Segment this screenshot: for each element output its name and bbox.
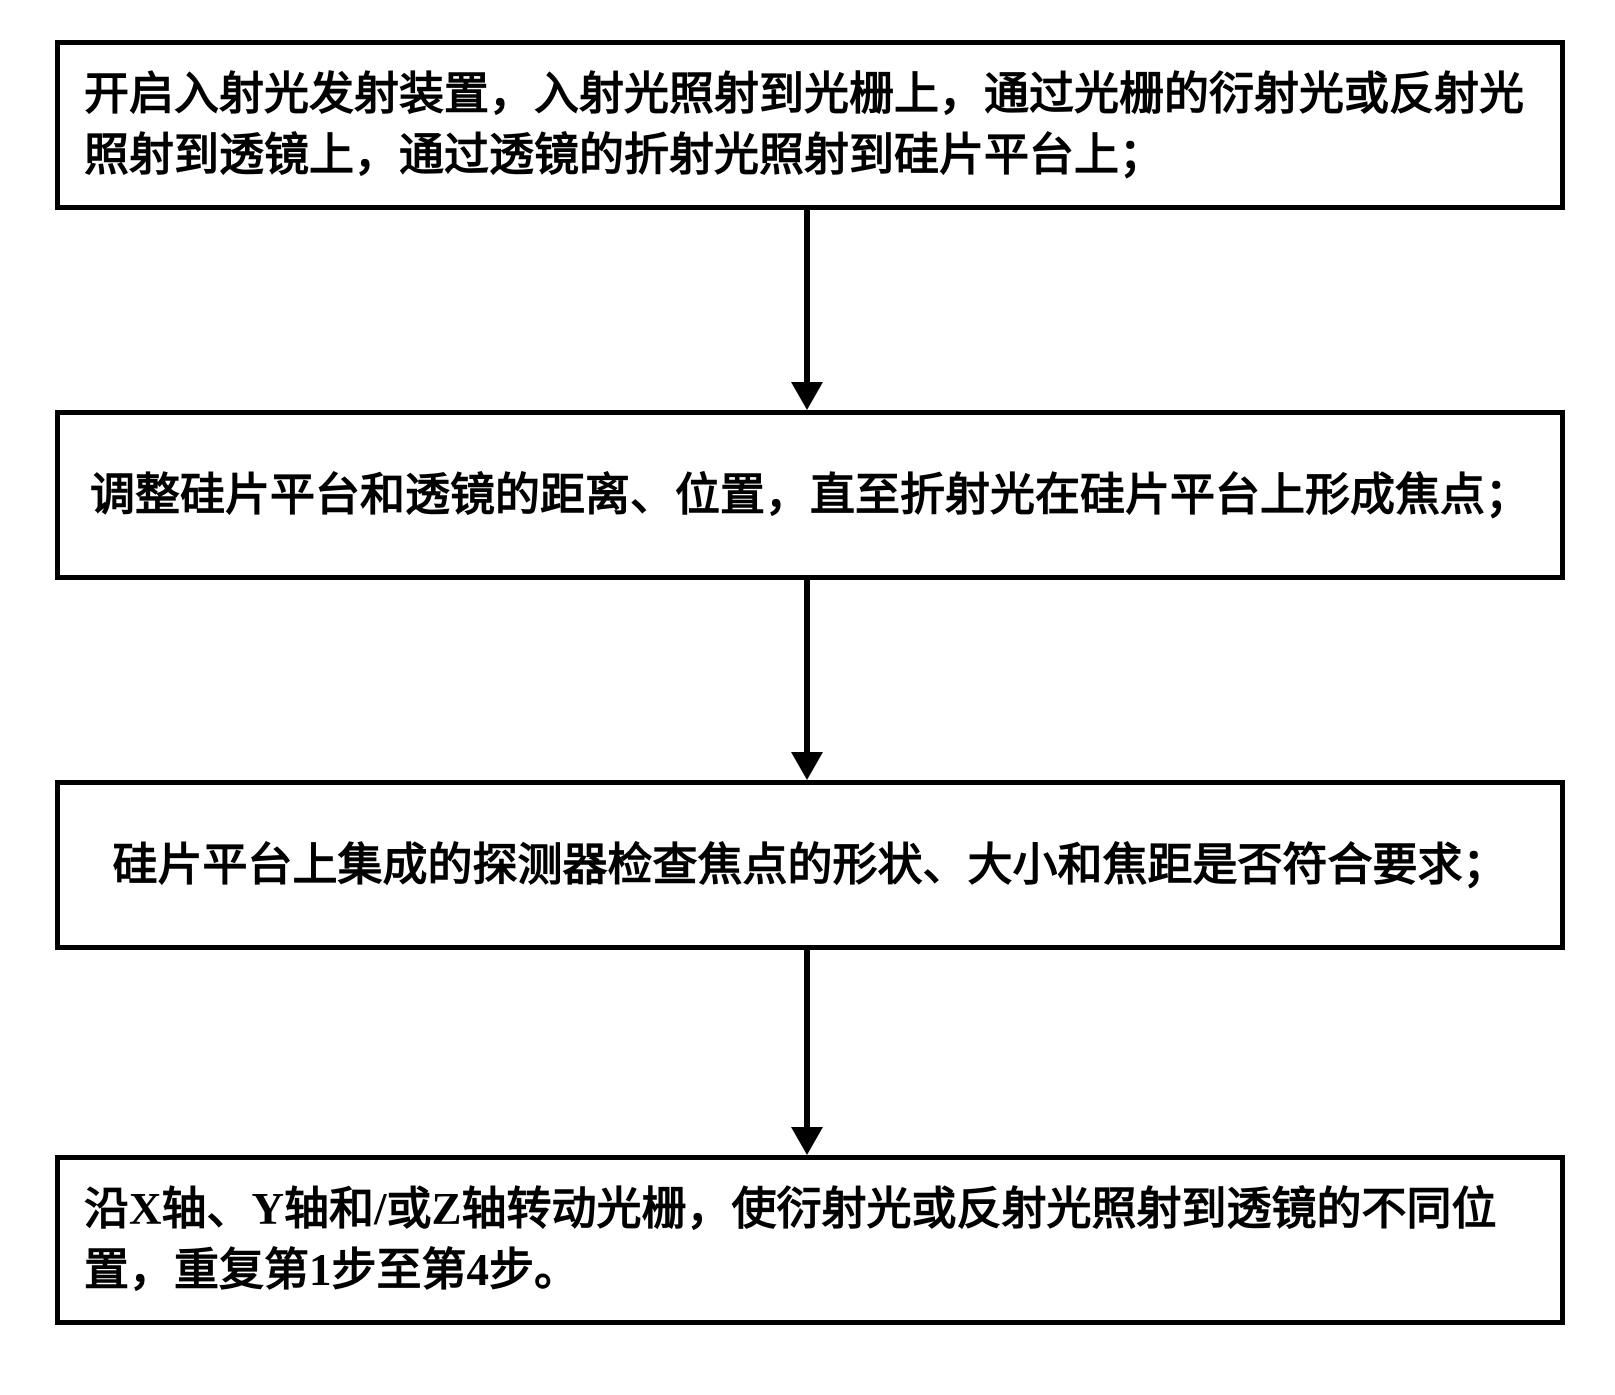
arrow-2-shaft — [804, 580, 810, 752]
arrow-3-shaft — [804, 950, 810, 1127]
flow-step-1: 开启入射光发射装置，入射光照射到光栅上，通过光栅的衍射光或反射光照射到透镜上，通… — [55, 40, 1565, 210]
flow-step-4: 沿X轴、Y轴和/或Z轴转动光栅，使衍射光或反射光照射到透镜的不同位置，重复第1步… — [55, 1155, 1565, 1325]
arrow-2-head — [791, 752, 823, 780]
arrow-1-shaft — [804, 210, 810, 382]
flow-step-4-text: 沿X轴、Y轴和/或Z轴转动光栅，使衍射光或反射光照射到透镜的不同位置，重复第1步… — [84, 1179, 1536, 1301]
arrow-1-head — [791, 382, 823, 410]
flow-step-2: 调整硅片平台和透镜的距离、位置，直至折射光在硅片平台上形成焦点； — [55, 410, 1565, 580]
flow-step-1-text: 开启入射光发射装置，入射光照射到光栅上，通过光栅的衍射光或反射光照射到透镜上，通… — [84, 64, 1536, 186]
flowchart-canvas: 开启入射光发射装置，入射光照射到光栅上，通过光栅的衍射光或反射光照射到透镜上，通… — [0, 0, 1615, 1395]
arrow-3-head — [791, 1127, 823, 1155]
flow-step-3-text: 硅片平台上集成的探测器检查焦点的形状、大小和焦距是否符合要求； — [84, 835, 1536, 896]
flow-step-3: 硅片平台上集成的探测器检查焦点的形状、大小和焦距是否符合要求； — [55, 780, 1565, 950]
flow-step-2-text: 调整硅片平台和透镜的距离、位置，直至折射光在硅片平台上形成焦点； — [84, 465, 1536, 526]
